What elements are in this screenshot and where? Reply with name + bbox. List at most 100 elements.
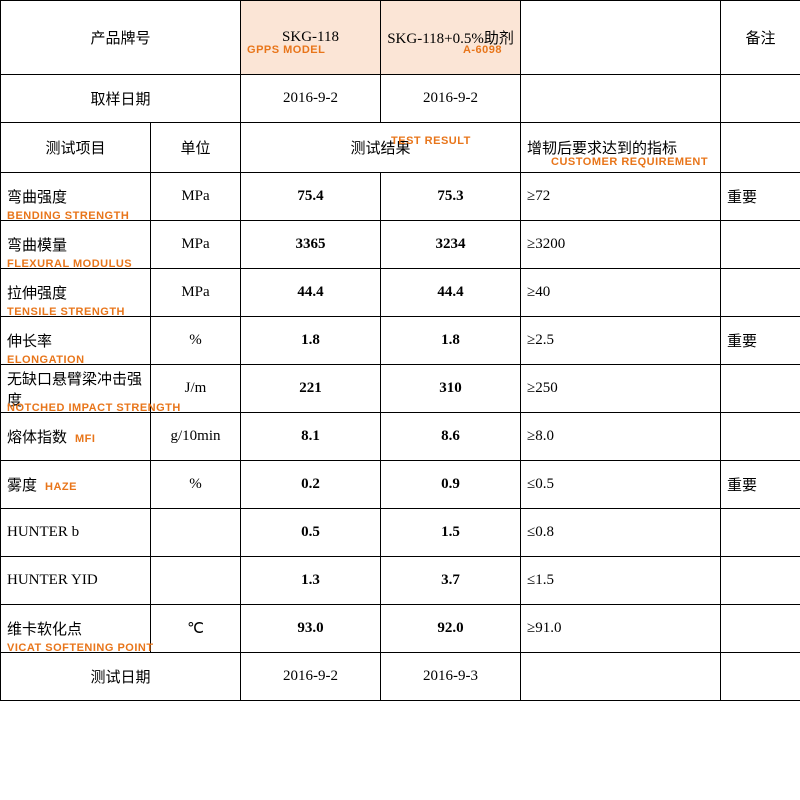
- item-label: 维卡软化点: [7, 622, 82, 638]
- test-date-1: 2016-9-2: [241, 653, 381, 701]
- requirement-cell: ≥8.0: [521, 413, 721, 461]
- value-col1: 8.1: [241, 413, 381, 461]
- table-row: 弯曲强度BENDING STRENGTHMPa75.475.3≥72重要: [1, 173, 800, 221]
- value-col2: 0.9: [381, 461, 521, 509]
- product-code-label: 产品牌号: [91, 31, 151, 47]
- value-col1: 93.0: [241, 605, 381, 653]
- item-cell: 熔体指数 MFI: [1, 413, 151, 461]
- note-cell: 重要: [721, 317, 800, 365]
- unit-cell: [151, 557, 241, 605]
- value-col2: 3234: [381, 221, 521, 269]
- sample-date-label: 取样日期: [91, 92, 151, 108]
- requirement-cell: ≤0.8: [521, 509, 721, 557]
- value-col1: 221: [241, 365, 381, 413]
- unit-cell: g/10min: [151, 413, 241, 461]
- table-row: HUNTER b 0.51.5≤0.8: [1, 509, 800, 557]
- item-label: 雾度: [7, 478, 37, 494]
- col1-name: SKG-118: [282, 29, 339, 45]
- value-col1: 75.4: [241, 173, 381, 221]
- value-col1: 1.8: [241, 317, 381, 365]
- value-col2: 92.0: [381, 605, 521, 653]
- test-item-header: 测试项目: [1, 123, 151, 173]
- value-col1: 0.2: [241, 461, 381, 509]
- test-date-label: 测试日期: [91, 670, 151, 686]
- value-col2: 75.3: [381, 173, 521, 221]
- test-result-annot: TEST RESULT: [391, 135, 471, 147]
- blank-header-1: [521, 1, 721, 75]
- note-cell: [721, 221, 800, 269]
- item-cell: 拉伸强度TENSILE STRENGTH: [1, 269, 151, 317]
- item-label: 拉伸强度: [7, 286, 67, 302]
- item-cell: 维卡软化点VICAT SOFTENING POINT: [1, 605, 151, 653]
- requirement-cell: ≥2.5: [521, 317, 721, 365]
- blank-cell: [721, 75, 800, 123]
- item-cell: HUNTER b: [1, 509, 151, 557]
- item-label: HUNTER YID: [7, 572, 98, 588]
- item-annot: HAZE: [45, 481, 77, 493]
- table-row: 无缺口悬臂梁冲击强度NOTCHED IMPACT STRENGTHJ/m2213…: [1, 365, 800, 413]
- requirement-label: 增韧后要求达到的指标: [527, 141, 677, 157]
- unit-header: 单位: [151, 123, 241, 173]
- note-cell: [721, 269, 800, 317]
- value-col2: 1.5: [381, 509, 521, 557]
- col2-annot: A-6098: [463, 44, 502, 56]
- item-cell: 雾度 HAZE: [1, 461, 151, 509]
- product-code-header: 产品牌号: [1, 1, 241, 75]
- note-cell: [721, 605, 800, 653]
- sample-date-1: 2016-9-2: [241, 75, 381, 123]
- blank-cell: [721, 123, 800, 173]
- sample-date-2: 2016-9-2: [381, 75, 521, 123]
- item-label: 弯曲强度: [7, 190, 67, 206]
- table-row: 伸长率ELONGATION%1.81.8≥2.5重要: [1, 317, 800, 365]
- value-col2: 3.7: [381, 557, 521, 605]
- item-cell: HUNTER YID: [1, 557, 151, 605]
- test-date-2: 2016-9-3: [381, 653, 521, 701]
- value-col1: 1.3: [241, 557, 381, 605]
- unit-label: 单位: [181, 141, 211, 157]
- requirement-header: 增韧后要求达到的指标 CUSTOMER REQUIREMENT: [521, 123, 721, 173]
- sample-date-label-cell: 取样日期: [1, 75, 241, 123]
- requirement-cell: ≤0.5: [521, 461, 721, 509]
- item-label: HUNTER b: [7, 524, 79, 540]
- blank-cell: [521, 75, 721, 123]
- table-row: 雾度 HAZE%0.20.9≤0.5重要: [1, 461, 800, 509]
- test-item-label: 测试项目: [45, 141, 105, 157]
- value-col1: 44.4: [241, 269, 381, 317]
- unit-cell: %: [151, 461, 241, 509]
- sample-date-row: 取样日期 2016-9-2 2016-9-2: [1, 75, 800, 123]
- note-cell: [721, 557, 800, 605]
- test-result-header: 测试结果 TEST RESULT: [241, 123, 521, 173]
- item-cell: 弯曲强度BENDING STRENGTH: [1, 173, 151, 221]
- unit-cell: ℃: [151, 605, 241, 653]
- unit-cell: MPa: [151, 269, 241, 317]
- unit-cell: MPa: [151, 221, 241, 269]
- header-row-product: 产品牌号 SKG-118 GPPS MODEL SKG-118+0.5%助剂 A…: [1, 1, 800, 75]
- note-cell: [721, 509, 800, 557]
- item-annot: MFI: [75, 433, 95, 445]
- blank-cell: [521, 653, 721, 701]
- item-label: 弯曲模量: [7, 238, 67, 254]
- item-label: 伸长率: [7, 334, 52, 350]
- remark-label: 备注: [746, 31, 776, 47]
- requirement-annot: CUSTOMER REQUIREMENT: [551, 156, 708, 168]
- value-col2: 1.8: [381, 317, 521, 365]
- unit-cell: [151, 509, 241, 557]
- item-label: 熔体指数: [7, 430, 67, 446]
- requirement-cell: ≥250: [521, 365, 721, 413]
- value-col1: 3365: [241, 221, 381, 269]
- unit-cell: %: [151, 317, 241, 365]
- item-cell: 无缺口悬臂梁冲击强度NOTCHED IMPACT STRENGTH: [1, 365, 151, 413]
- col2-header: SKG-118+0.5%助剂 A-6098: [381, 1, 521, 75]
- requirement-cell: ≤1.5: [521, 557, 721, 605]
- value-col2: 44.4: [381, 269, 521, 317]
- value-col1: 0.5: [241, 509, 381, 557]
- test-date-row: 测试日期 2016-9-2 2016-9-3: [1, 653, 800, 701]
- unit-cell: J/m: [151, 365, 241, 413]
- table-row: 弯曲模量FLEXURAL MODULUSMPa33653234≥3200: [1, 221, 800, 269]
- test-date-label-cell: 测试日期: [1, 653, 241, 701]
- gpps-model-annot: GPPS MODEL: [247, 44, 325, 56]
- col1-header: SKG-118 GPPS MODEL: [241, 1, 381, 75]
- item-cell: 弯曲模量FLEXURAL MODULUS: [1, 221, 151, 269]
- table-row: HUNTER YID 1.33.7≤1.5: [1, 557, 800, 605]
- note-cell: 重要: [721, 461, 800, 509]
